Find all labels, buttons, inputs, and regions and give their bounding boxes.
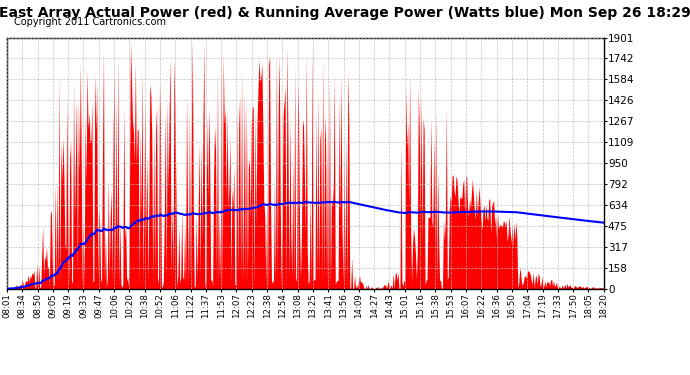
Text: East Array Actual Power (red) & Running Average Power (Watts blue) Mon Sep 26 18: East Array Actual Power (red) & Running … (0, 6, 690, 20)
Text: Copyright 2011 Cartronics.com: Copyright 2011 Cartronics.com (14, 17, 166, 27)
